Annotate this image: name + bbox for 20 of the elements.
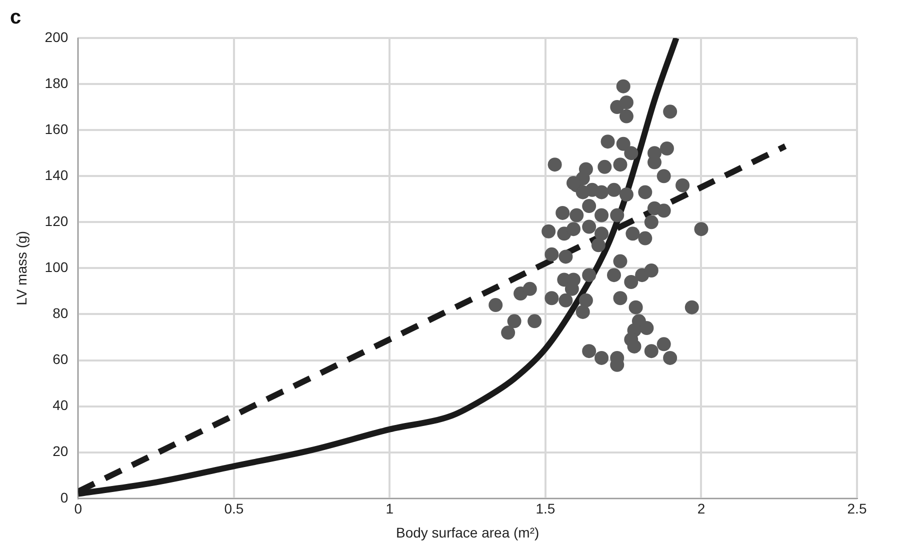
x-tick-label: 1 — [386, 500, 394, 517]
y-tick-label: 200 — [44, 28, 68, 45]
y-tick-label: 60 — [52, 351, 68, 368]
x-axis-title: Body surface area (m²) — [396, 524, 540, 540]
x-tick-label: 2 — [697, 500, 706, 517]
x-tick-label: 2.5 — [847, 500, 867, 517]
y-axis-title: LV mass (g) — [13, 230, 30, 306]
y-tick-label: 100 — [44, 259, 68, 276]
x-tick-label: 0 — [74, 500, 82, 517]
x-tick-label: 0.5 — [224, 500, 244, 517]
y-tick-label: 140 — [44, 166, 68, 183]
chart-title: c — [10, 6, 22, 29]
y-tick-label: 180 — [44, 74, 68, 91]
y-tick-label: 40 — [52, 397, 68, 414]
y-tick-label: 20 — [52, 443, 68, 460]
y-tick-label: 160 — [44, 120, 68, 137]
y-tick-label: 120 — [44, 213, 68, 230]
x-tick-label: 1.5 — [536, 500, 556, 517]
y-tick-label: 80 — [52, 305, 68, 322]
y-tick-label: 0 — [60, 489, 68, 506]
